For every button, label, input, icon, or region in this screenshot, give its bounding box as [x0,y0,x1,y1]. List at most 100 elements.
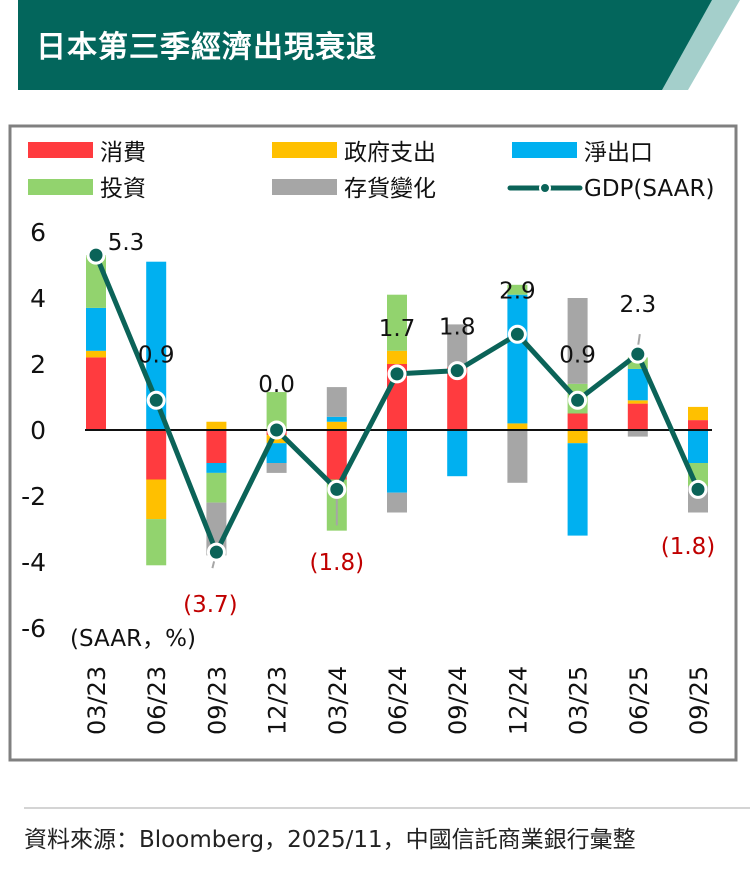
legend-swatch-gdp-marker [539,182,551,194]
x-tick-label: 06/25 [625,666,653,735]
gdp-marker [688,479,708,499]
y-tick-label: -2 [21,482,46,511]
gdp-marker [507,324,527,344]
bar-segment-inventory [266,463,287,473]
y-axis: 6 4 2 0 -2 -4 -6 [21,218,46,643]
gdp-data-label: 2.3 [620,292,657,318]
bar-segment-investment [206,472,227,503]
x-tick-label: 09/23 [203,666,231,735]
bar-segment-consumption [146,430,167,480]
bar-segment-net-exports [86,307,106,351]
bar-segment-investment [387,294,407,351]
x-axis: 03/23 06/23 09/23 12/23 03/24 06/24 09/24 12/24… [83,666,713,735]
y-tick-label: 2 [30,350,46,379]
gdp-marker [206,542,226,562]
bar-segment-investment [507,284,528,295]
x-tick-label: 12/24 [504,666,532,735]
bar-segment-consumption [567,413,588,430]
x-tick-label: 09/25 [685,666,713,735]
legend-label-gdp: GDP(SAAR) [584,176,714,202]
source-note: 資料來源：Bloomberg，2025/11，中國信託商業銀行彙整 [24,827,636,853]
bar-segment-inventory [447,324,468,368]
gdp-marker [628,344,648,364]
bar-segment-inventory [387,492,407,513]
gdp-data-label: 1.7 [379,316,416,342]
title-banner [18,0,740,90]
bar-segment-inventory [507,430,528,483]
page-title: 日本第三季經濟出現衰退 [36,30,377,65]
bar-segment-government [146,479,167,520]
y-tick-label: 6 [30,218,46,247]
gdp-data-label: 1.8 [439,315,476,341]
bar-segment-government [627,400,648,404]
gdp-data-label: 5.3 [108,230,145,256]
gdp-marker [86,245,106,265]
y-tick-label: 0 [30,416,46,445]
legend-swatch-inventory [272,179,337,195]
gdp-marker [327,479,347,499]
gdp-series [86,245,708,562]
bar-segment-inventory [627,430,648,437]
x-tick-label: 03/23 [83,666,111,735]
bar-segment-investment [266,392,287,430]
bar-segment-net-exports [627,368,648,401]
bar-segment-government [387,350,407,364]
bar-segment-government [326,421,347,430]
gdp-data-label: 0.0 [258,372,295,398]
title-banner-background [18,0,712,90]
bar-segment-consumption [688,420,708,430]
gdp-data-label: 2.9 [499,278,536,304]
legend-label-net-exports: 淨出口 [584,140,653,166]
gdp-data-label: (3.7) [183,592,238,618]
bar-segment-net-exports [326,416,347,422]
gdp-marker [267,420,287,440]
bar-segment-inventory [326,387,347,417]
bar-segment-consumption [326,430,347,480]
x-tick-label: 03/24 [324,666,352,735]
legend: 消費 政府支出 淨出口 投資 存貨變化 GDP(SAAR) [28,140,714,202]
legend-label-consumption: 消費 [100,140,146,166]
gdp-data-label: 0.9 [138,342,175,368]
legend-swatch-investment [28,179,93,195]
footer-divider [24,807,750,809]
data-labels: 5.3 0.9 (3.7) 0.0 (1.8) 1.7 1.8 2.9 0.9 2.3 (1.8) [108,230,716,618]
legend-label-investment: 投資 [100,176,146,202]
bar-segment-government [688,406,708,421]
legend-swatch-government [272,142,337,158]
y-tick-label: -6 [21,614,46,643]
x-tick-label: 06/24 [384,666,412,735]
gdp-data-label: (1.8) [310,550,365,576]
legend-label-inventory: 存貨變化 [344,176,436,202]
bar-segment-government [206,421,227,430]
legend-label-government: 政府支出 [344,140,436,166]
gdp-marker [387,364,407,384]
bar-segment-net-exports [507,294,528,424]
bar-segment-consumption [447,367,468,430]
bar-segment-government [86,350,106,358]
unit-label: (SAAR，%) [70,626,196,652]
bar-segment-net-exports [567,443,588,536]
y-tick-label: -4 [21,548,46,577]
bar-segment-consumption [627,403,648,430]
x-tick-label: 09/24 [444,666,472,735]
bar-segment-net-exports [266,443,287,463]
bar-segment-government [507,423,528,430]
bar-segment-inventory [567,298,588,384]
x-tick-label: 06/23 [143,666,171,735]
x-tick-label: 03/25 [565,666,593,735]
x-tick-label: 12/23 [264,666,292,735]
chart-frame [8,124,738,762]
gdp-data-label: (1.8) [661,534,716,560]
legend-swatch-consumption [28,142,93,158]
bar-segment-consumption [86,357,106,430]
y-tick-label: 4 [30,284,46,313]
bar-segment-government [567,430,588,444]
bar-segment-net-exports [206,463,227,473]
bar-segment-net-exports [688,430,708,463]
gdp-marker [447,361,467,381]
legend-swatch-net-exports [512,142,577,158]
gdp-data-label: 0.9 [559,342,596,368]
gdp-marker [568,390,588,410]
gdp-marker [146,390,166,410]
chart: 消費 政府支出 淨出口 投資 存貨變化 GDP(SAAR) 6 4 2 0 -2 -4 -6… [8,124,738,762]
